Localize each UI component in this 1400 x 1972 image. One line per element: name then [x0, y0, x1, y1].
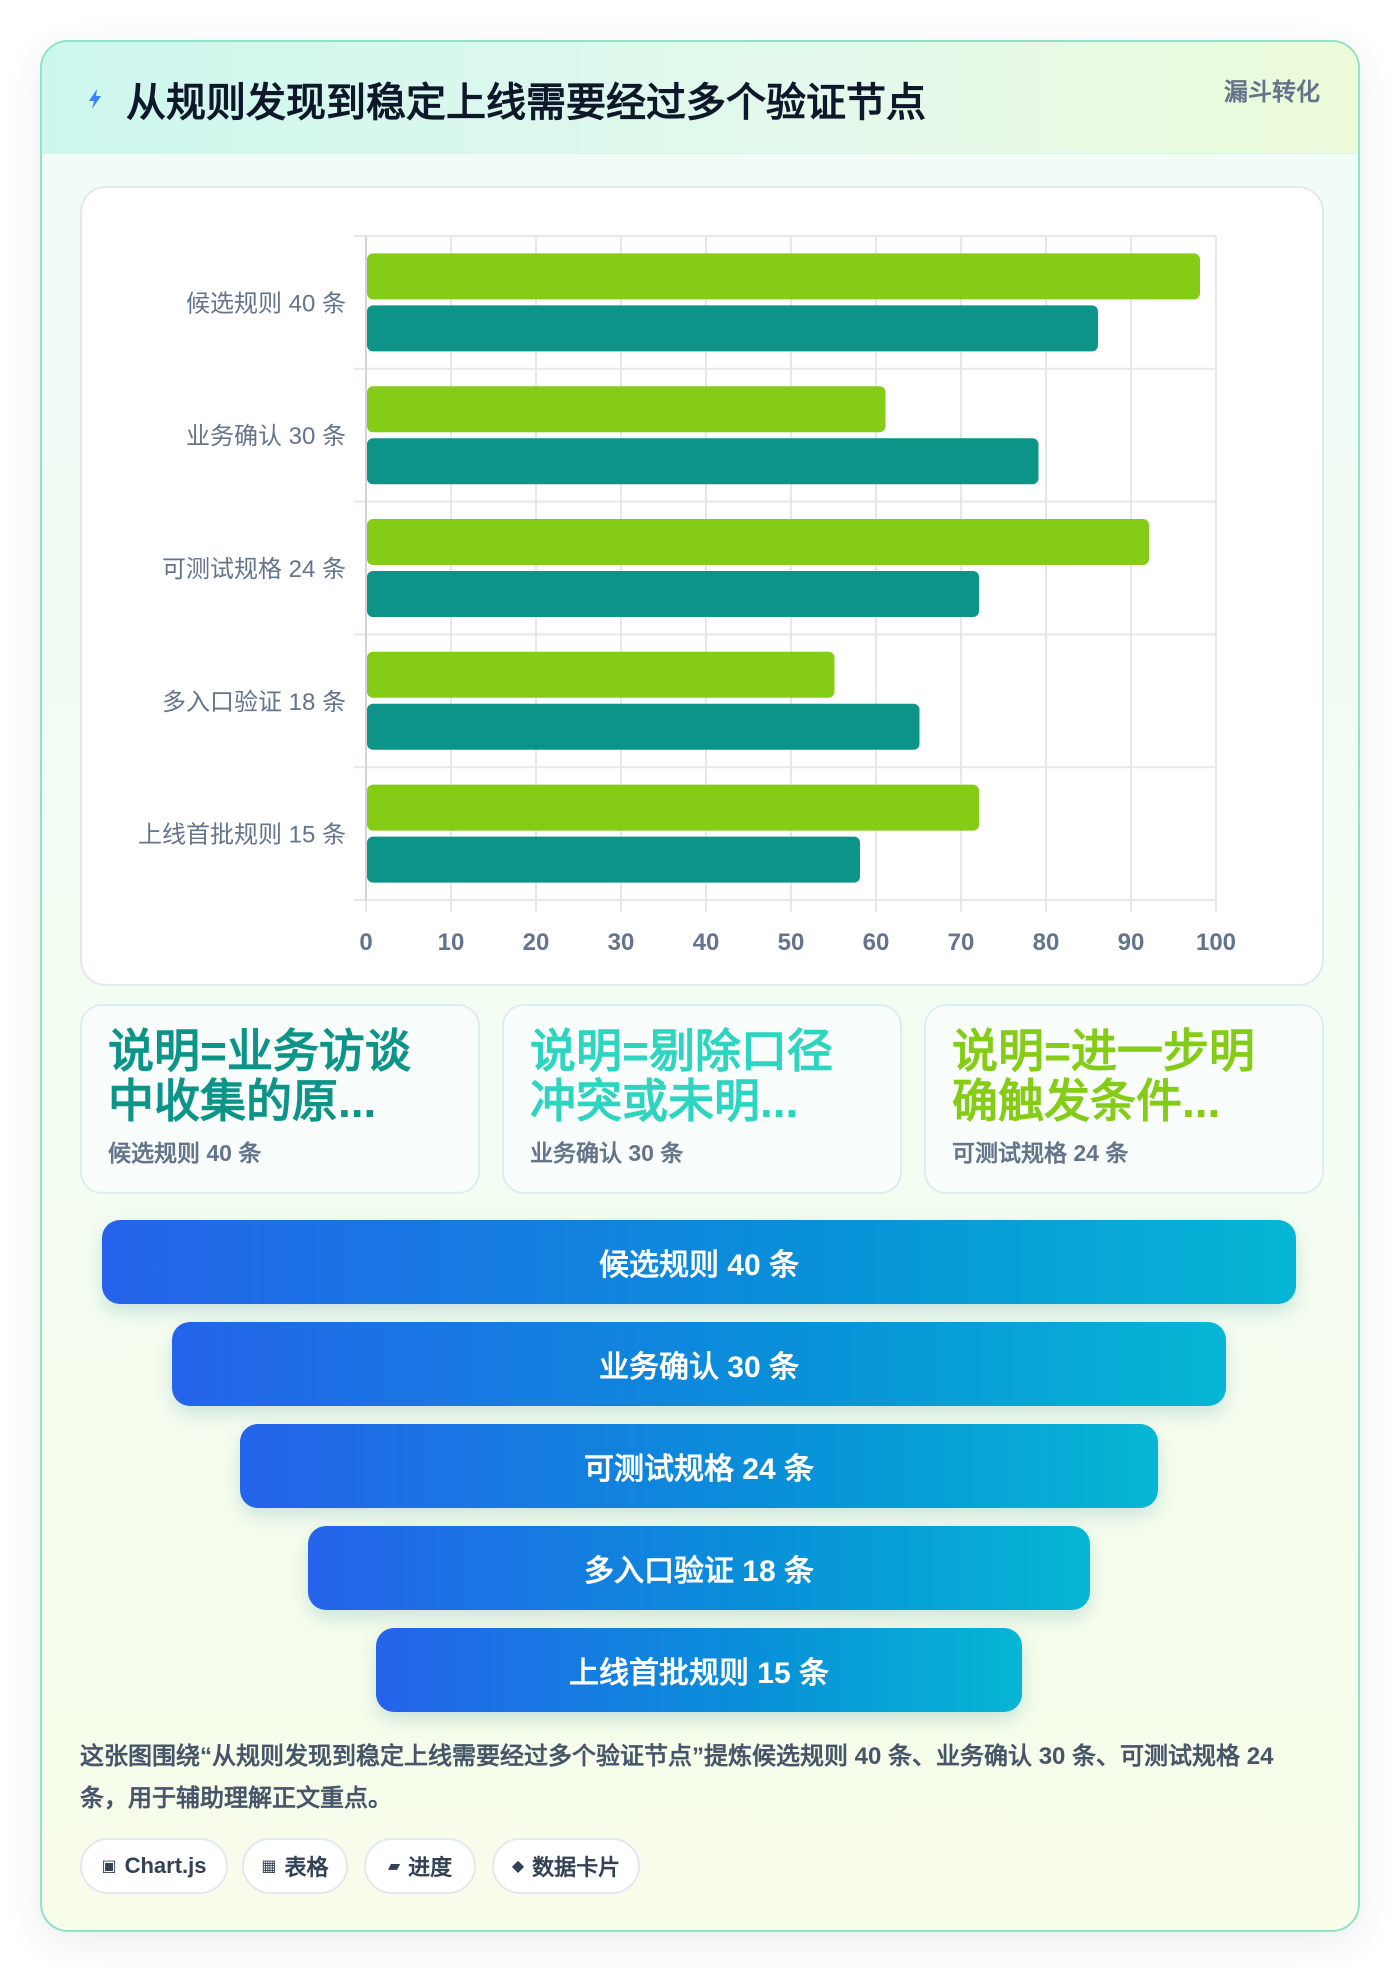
y-tick-label: 上线首批规则 15 条 [138, 822, 346, 849]
bar [367, 651, 835, 698]
chip-label: 表格 [284, 1855, 329, 1880]
bar [367, 571, 979, 617]
stat-label-1: 候选规则 40 条 [108, 1140, 262, 1166]
summary-text: 这张图围绕“从规则发现到稳定上线需要经过多个验证节点”提炼候选规则 40 条、业… [80, 1743, 1274, 1812]
y-tick-label: 可测试规格 24 条 [162, 556, 346, 583]
card-header: 从规则发现到稳定上线需要经过多个验证节点 漏斗转化 [42, 42, 1358, 154]
header-tag: 漏斗转化 [1224, 79, 1320, 106]
x-tick-label: 80 [1033, 929, 1060, 956]
bar [367, 305, 1098, 352]
bar [367, 438, 1039, 485]
stat-card-3: 说明=进一步明确触发条件... 可测试规格 24 条 [924, 1004, 1324, 1194]
x-tick-label: 70 [948, 929, 975, 956]
y-tick-label: 候选规则 40 条 [186, 290, 346, 317]
bar [367, 253, 1200, 300]
x-tick-label: 20 [523, 929, 550, 956]
chip-label: Chart.js [124, 1853, 207, 1878]
y-tick-label: 业务确认 30 条 [186, 423, 346, 450]
x-tick-label: 30 [608, 929, 635, 956]
funnel-stage-3: 可测试规格 24 条 [240, 1424, 1158, 1508]
x-tick-label: 10 [438, 929, 465, 956]
bar [367, 836, 860, 883]
bar [367, 386, 886, 433]
table-icon: ▦ [261, 1858, 277, 1875]
chip-chartjs[interactable]: ▣ Chart.js [80, 1838, 228, 1894]
bar [367, 703, 920, 750]
stat-value-2: 说明=剔除口径冲突或未明... [530, 1026, 833, 1126]
stat-value-1: 说明=业务访谈中收集的原... [108, 1026, 411, 1126]
diamond-icon: ◆ [511, 1858, 525, 1875]
x-tick-label: 100 [1196, 929, 1236, 956]
funnel-stage-1: 候选规则 40 条 [102, 1220, 1296, 1304]
chip-label: 进度 [408, 1855, 453, 1880]
chart-card: 从规则发现到稳定上线需要经过多个验证节点 漏斗转化 0 10 20 30 40 50 60 7… [40, 40, 1360, 1932]
funnel-stage-2: 业务确认 30 条 [172, 1322, 1226, 1406]
x-tick-label: 0 [359, 929, 372, 956]
page-title: 从规则发现到稳定上线需要经过多个验证节点 [126, 81, 926, 125]
x-tick-label: 60 [863, 929, 890, 956]
stat-label-2: 业务确认 30 条 [530, 1140, 684, 1166]
x-tick-label: 90 [1118, 929, 1145, 956]
funnel-stage-5: 上线首批规则 15 条 [376, 1628, 1022, 1712]
progress-icon: ▰ [387, 1858, 401, 1875]
bar-chart: 0 10 20 30 40 50 60 70 80 90 100 候选规则 40 条业务确认 30 条… [80, 186, 1324, 986]
stat-card-1: 说明=业务访谈中收集的原... 候选规则 40 条 [80, 1004, 480, 1194]
chip-data-card[interactable]: ◆ 数据卡片 [492, 1838, 640, 1894]
stat-card-2: 说明=剔除口径冲突或未明... 业务确认 30 条 [502, 1004, 902, 1194]
funnel-stage-4: 多入口验证 18 条 [308, 1526, 1090, 1610]
chip-table[interactable]: ▦ 表格 [242, 1838, 348, 1894]
x-tick-label: 40 [693, 929, 720, 956]
chart-icon: ▣ [101, 1858, 117, 1875]
bar [367, 784, 979, 831]
stat-value-3: 说明=进一步明确触发条件... [952, 1026, 1255, 1126]
bar [367, 519, 1149, 565]
chip-label: 数据卡片 [532, 1855, 621, 1880]
x-tick-label: 50 [778, 929, 805, 956]
chip-progress[interactable]: ▰ 进度 [364, 1838, 476, 1894]
y-tick-label: 多入口验证 18 条 [162, 689, 346, 716]
lightning-icon [89, 89, 101, 109]
stat-label-3: 可测试规格 24 条 [952, 1140, 1129, 1166]
